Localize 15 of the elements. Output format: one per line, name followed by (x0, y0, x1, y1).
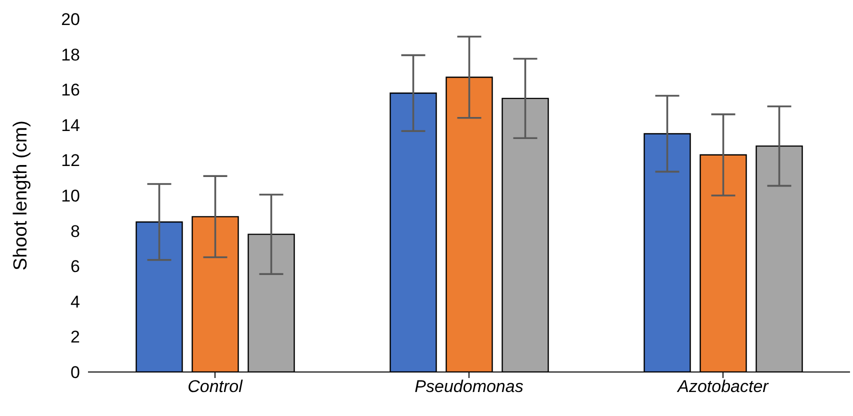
x-tick-label: Control (188, 377, 244, 396)
y-tick-label: 6 (70, 257, 80, 276)
y-tick-label: 16 (61, 80, 80, 100)
y-tick-label: 18 (61, 45, 80, 64)
y-tick-label: 14 (61, 116, 80, 135)
y-tick-label: 8 (70, 222, 80, 241)
y-tick-label: 0 (70, 363, 80, 382)
y-tick-label: 2 (70, 328, 80, 347)
y-tick-label: 20 (61, 10, 80, 30)
y-tick-label: 4 (70, 292, 80, 312)
x-tick-label: Azotobacter (676, 377, 770, 396)
x-tick-label: Pseudomonas (414, 377, 524, 396)
y-axis-title: Shoot length (cm) (10, 120, 32, 270)
y-tick-label: 10 (61, 186, 80, 206)
y-tick-label: 12 (61, 151, 80, 170)
